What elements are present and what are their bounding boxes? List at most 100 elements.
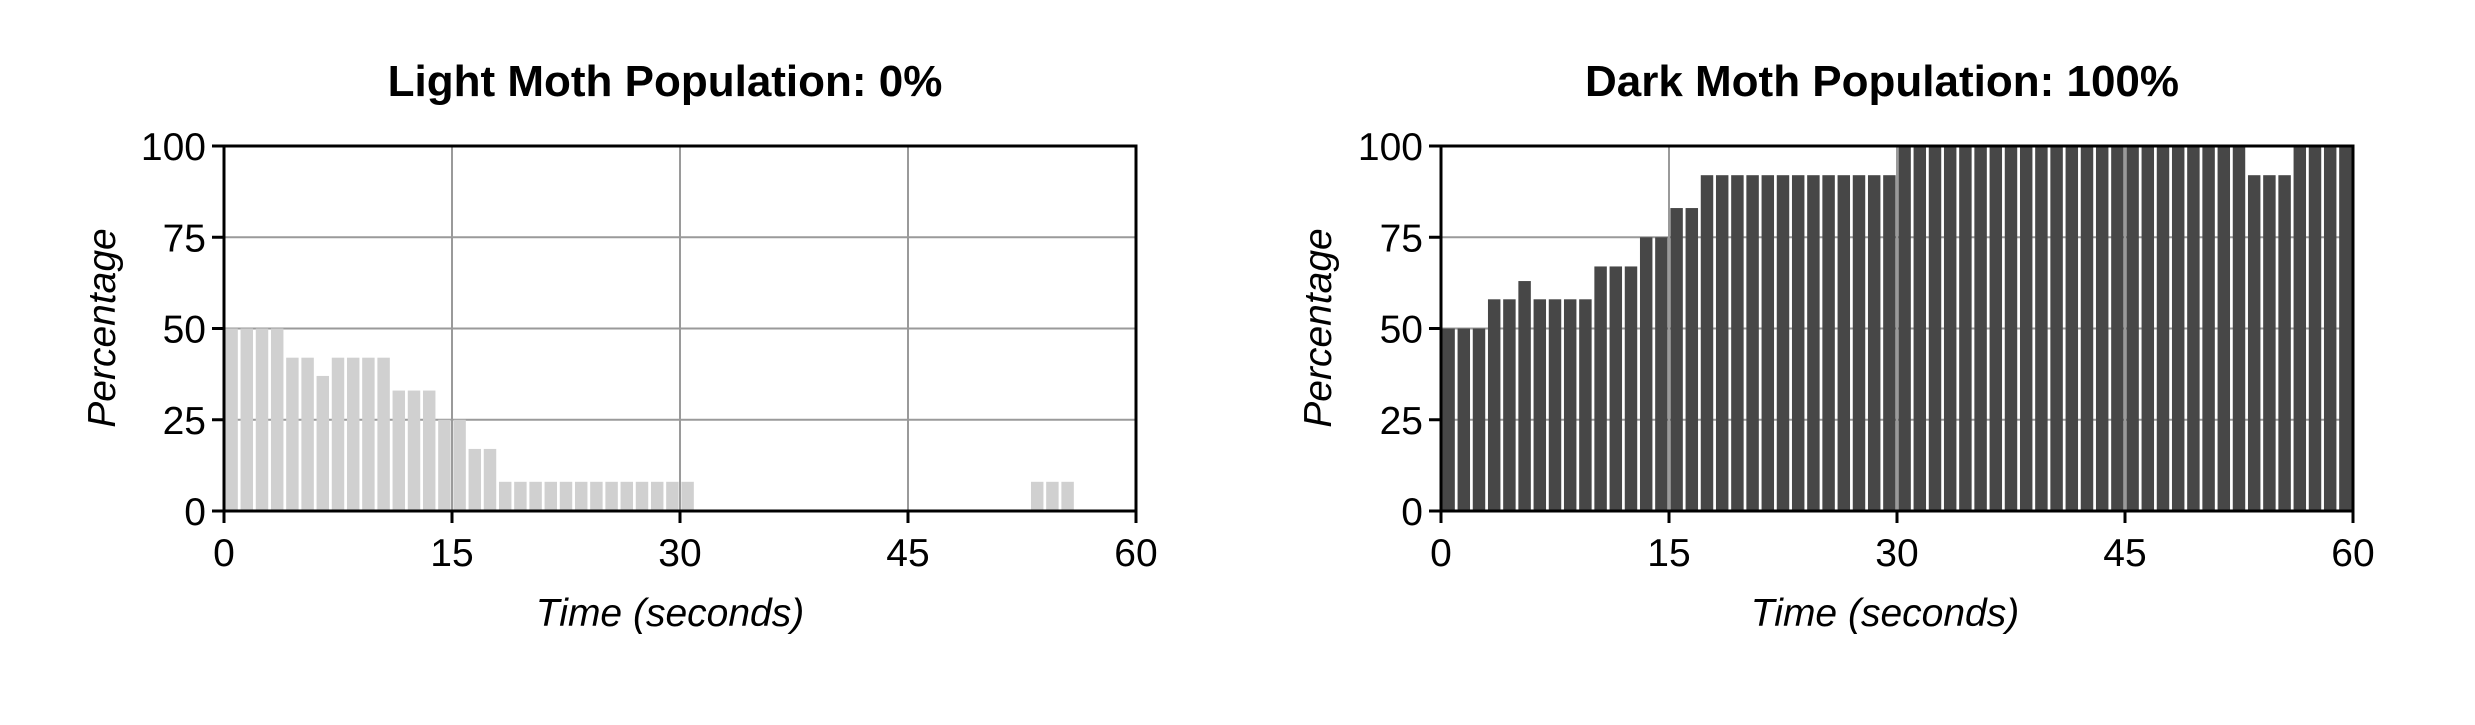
bar [346,357,360,511]
bar [392,390,406,511]
bar [2263,175,2276,511]
x-tick-label: 0 [1430,532,1452,575]
bar [1487,299,1501,511]
bar [225,328,238,511]
bar [2095,146,2109,511]
bar [1731,175,1744,511]
x-tick-label: 45 [886,532,929,575]
bar [1609,266,1623,511]
bar [2065,146,2079,511]
bar [2019,146,2033,511]
y-tick-label: 0 [184,491,206,534]
y-tick-labels: 0 25 50 75 100 [141,126,224,534]
bar [453,419,466,511]
y-axis-label: Percentage [1297,228,1340,427]
bar [2217,146,2231,511]
x-tick-labels: 0 15 30 45 60 [1430,511,2375,575]
bar [407,390,421,511]
bar [316,375,330,511]
bar [1548,299,1562,511]
bar [1852,175,1866,511]
bar [590,481,603,511]
chart-title: Dark Moth Population: 100% [1585,57,2179,106]
bar [1442,328,1455,511]
bar [362,357,375,511]
bar [2187,146,2200,511]
x-tick-labels: 0 15 30 45 60 [213,511,1158,575]
bar [529,481,542,511]
bar [1989,146,2003,511]
bar [1670,208,1683,512]
bar [2141,146,2155,511]
light-moth-chart-panel: Light Moth Population: 0% 0 25 50 75 100 0 15… [0,0,1230,720]
bar [574,481,588,511]
bar [377,357,390,511]
dark-moth-chart-panel: Dark Moth Population: 100% 0 25 50 75 100 0 1… [1230,0,2475,720]
bar [2126,146,2139,511]
bar [2035,146,2048,511]
bar [1867,175,1881,511]
x-tick-label: 15 [1647,532,1690,575]
bar [1579,299,1592,511]
bar [286,357,299,511]
bar [2293,146,2307,511]
bar [1624,266,1638,511]
bars [1442,146,2352,512]
bar [1700,175,1714,511]
x-tick-label: 0 [213,532,235,575]
dark-moth-chart: Dark Moth Population: 100% 0 25 50 75 100 0 1… [1297,57,2375,635]
bar [1822,175,1835,511]
bar [666,481,679,511]
bar [1959,146,1972,511]
bars [225,328,1074,511]
bar [2156,146,2170,511]
x-tick-label: 30 [658,532,701,575]
y-tick-label: 25 [1380,400,1423,443]
bar [438,419,451,511]
bar [2339,146,2352,511]
x-tick-label: 60 [1114,532,1157,575]
bar [544,481,558,511]
bar [1943,146,1957,511]
bar [1533,299,1547,511]
y-tick-labels: 0 25 50 75 100 [1358,126,1441,534]
bar [1807,175,1820,511]
bar [620,481,634,511]
bar [1472,328,1486,511]
bar [2050,146,2063,511]
bar [2247,175,2261,511]
bar [1974,146,1987,511]
bar [1563,299,1577,511]
bar [559,481,573,511]
x-axis-label: Time (seconds) [1751,592,2019,635]
y-tick-label: 25 [163,400,206,443]
bar [1061,481,1074,511]
bar [1030,481,1044,511]
bar [635,481,649,511]
light-moth-chart: Light Moth Population: 0% 0 25 50 75 100 0 15… [81,57,1158,635]
bar [1639,237,1653,511]
bar [1046,481,1059,511]
bar [1837,175,1851,511]
bar [1776,175,1790,511]
bar [2004,146,2018,511]
bar [1746,175,1759,511]
x-tick-label: 30 [1875,532,1918,575]
bar [1685,208,1699,512]
bar [1913,146,1927,511]
bar [1594,266,1607,511]
bar [1928,146,1942,511]
gridlines [224,146,1136,511]
bar [483,448,497,511]
y-tick-label: 50 [1380,309,1423,352]
x-tick-label: 15 [430,532,473,575]
y-tick-label: 50 [163,309,206,352]
y-tick-label: 0 [1401,491,1423,534]
bar [2232,146,2246,511]
bar [498,481,512,511]
bar [2080,146,2094,511]
chart-title: Light Moth Population: 0% [388,57,943,106]
x-tick-label: 60 [2331,532,2374,575]
bar [1791,175,1805,511]
bar [2202,146,2215,511]
